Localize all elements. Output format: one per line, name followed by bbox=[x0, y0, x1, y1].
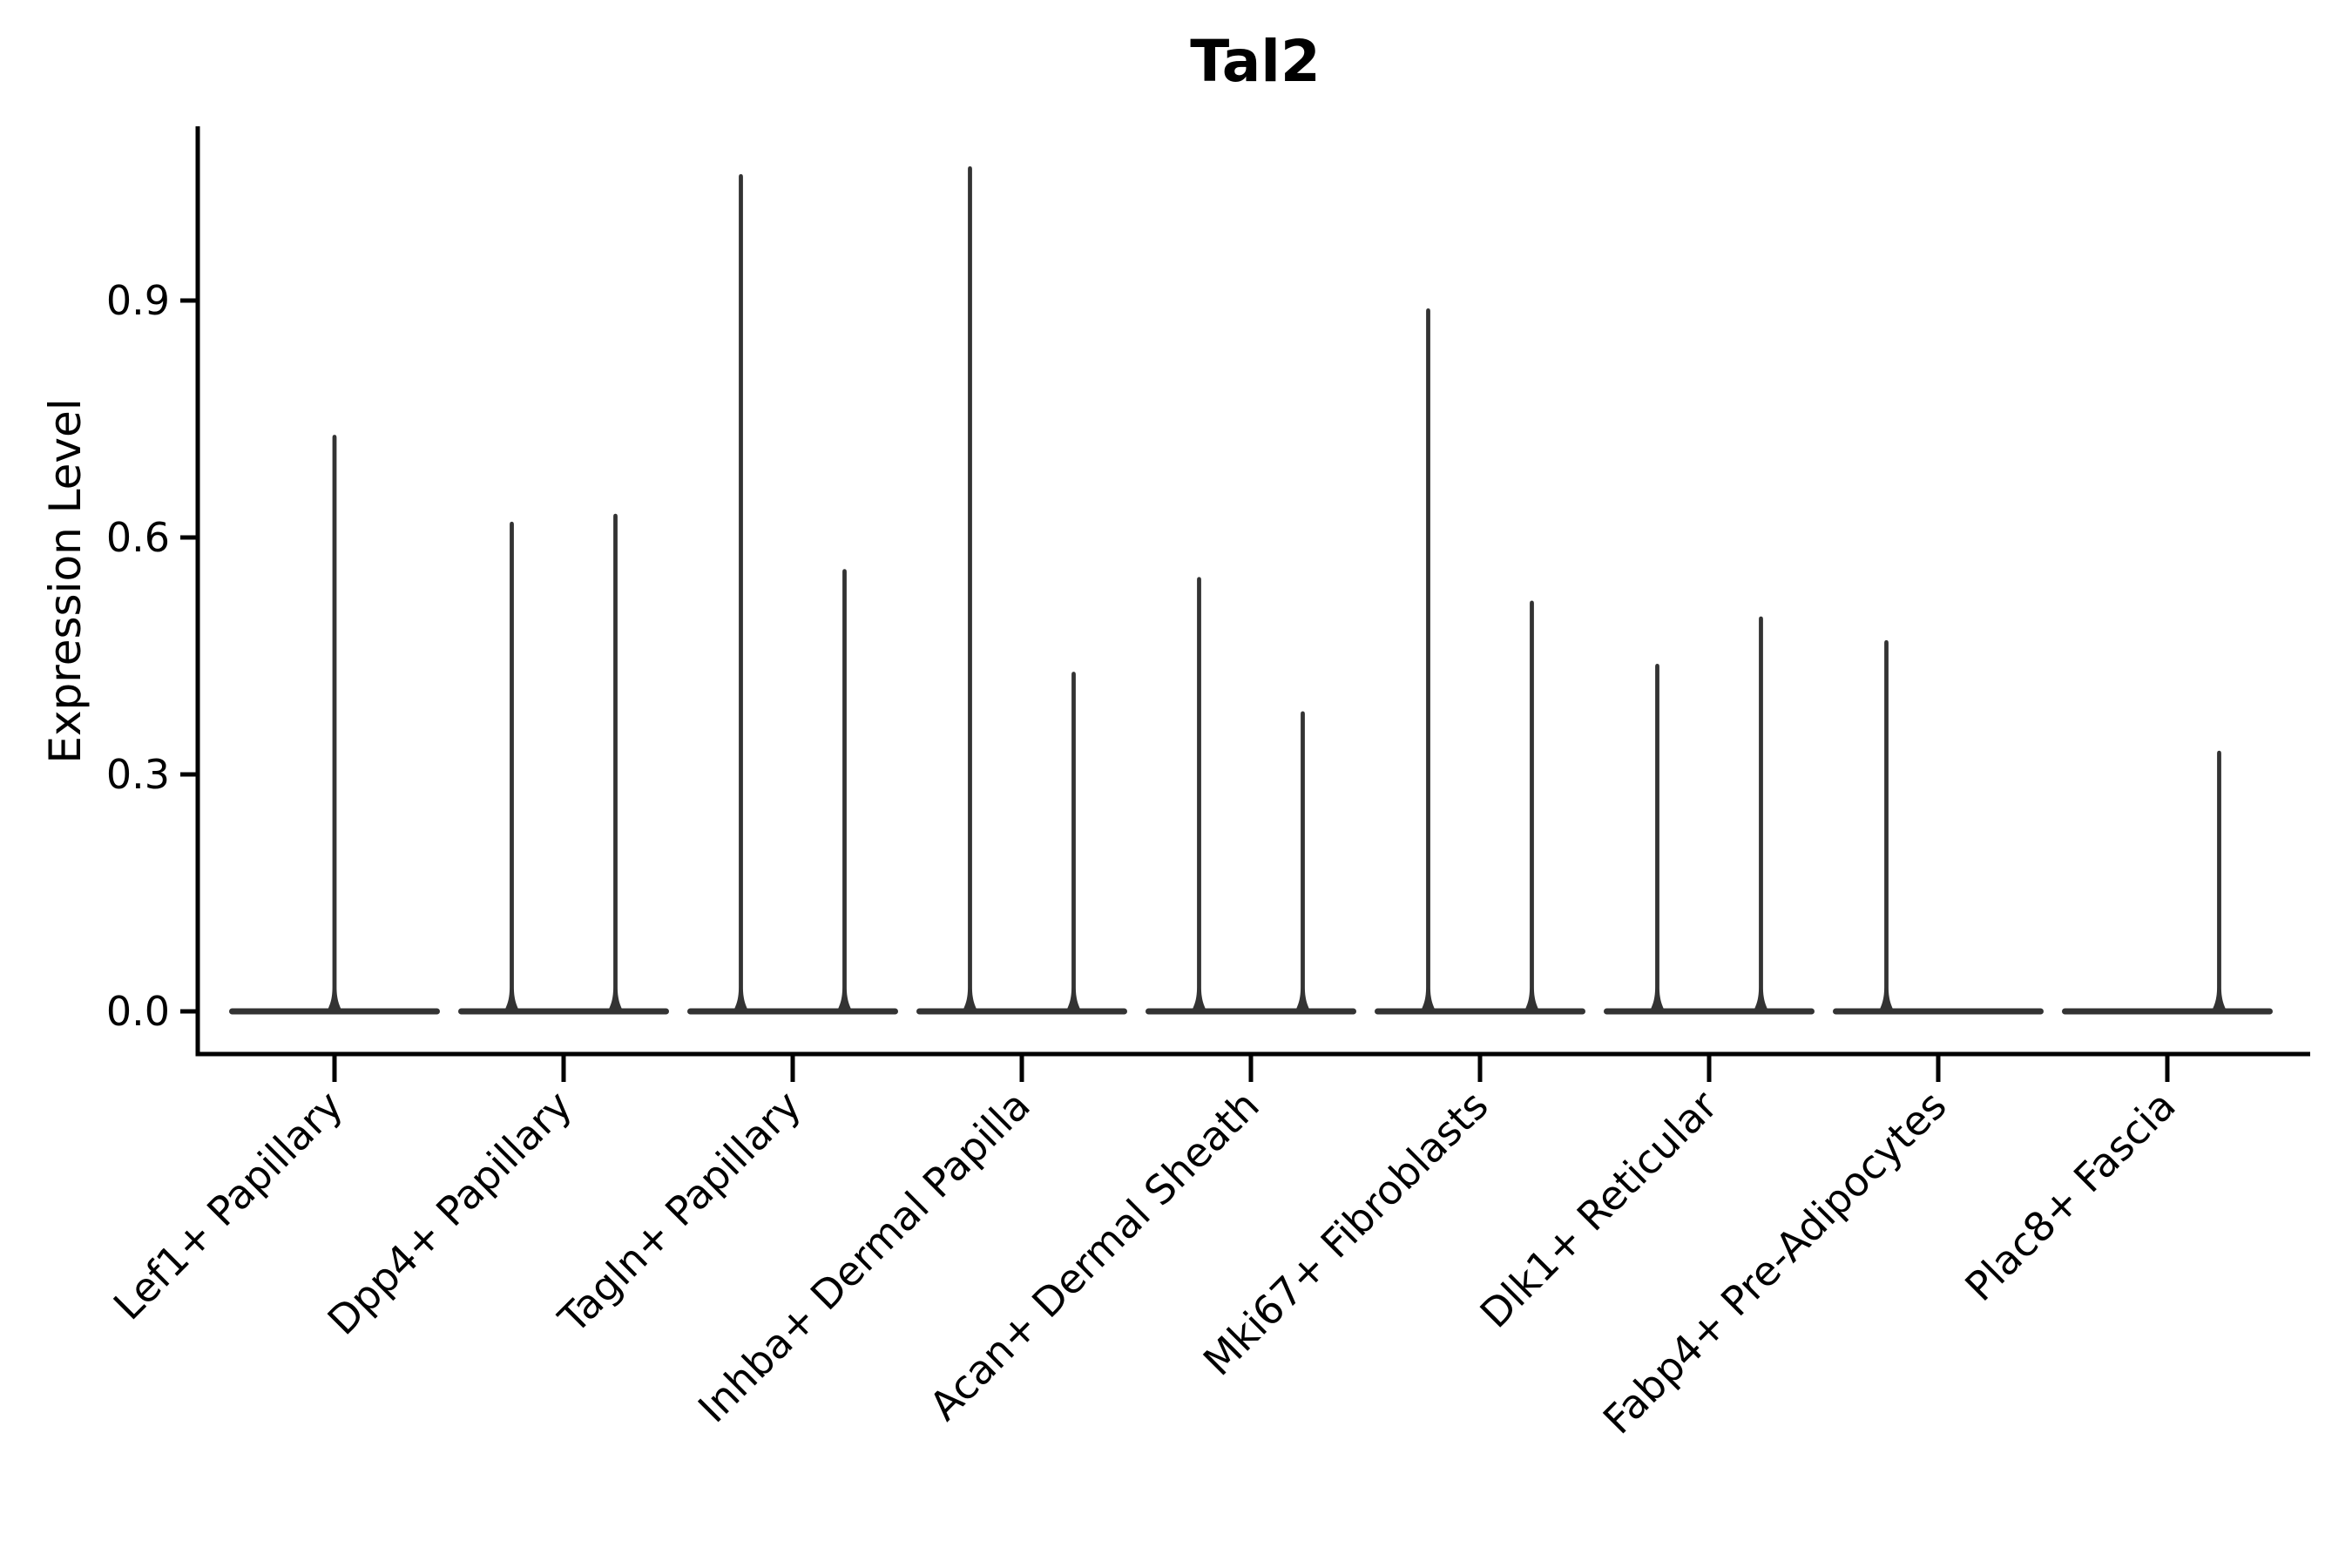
x-category-label: Lef1+ Papillary bbox=[105, 1082, 352, 1329]
violin-spike bbox=[836, 569, 853, 1011]
violin-baseline bbox=[1146, 1008, 1356, 1015]
x-category-label: Plac8+ Fascia bbox=[1956, 1082, 2184, 1310]
y-tick-label: 0.0 bbox=[106, 988, 170, 1035]
x-category-label: Dpp4+ Papillary bbox=[319, 1082, 581, 1344]
y-tick-label: 0.9 bbox=[106, 277, 170, 324]
y-tick-label: 0.6 bbox=[106, 514, 170, 561]
violin-spike bbox=[1294, 711, 1311, 1011]
violin-baseline bbox=[2062, 1008, 2273, 1015]
plot-title: Tal2 bbox=[1190, 28, 1321, 95]
violin-baseline bbox=[1833, 1008, 2044, 1015]
x-category-label: Dlk1+ Reticular bbox=[1471, 1082, 1727, 1337]
violin-spike bbox=[327, 435, 342, 1011]
violin-baseline bbox=[687, 1008, 898, 1015]
violin-baseline bbox=[916, 1008, 1127, 1015]
violin-spike bbox=[733, 173, 749, 1011]
violin-spike bbox=[2211, 750, 2227, 1011]
violin-baseline bbox=[458, 1008, 669, 1015]
violin-spike bbox=[962, 166, 978, 1011]
violin-spike bbox=[1649, 664, 1666, 1011]
x-category-label: Tagln+ Papillary bbox=[549, 1082, 810, 1343]
violin-baseline bbox=[1604, 1008, 1815, 1015]
violin-spike bbox=[607, 513, 624, 1011]
violin-spike bbox=[1753, 616, 1769, 1011]
violin-spike bbox=[1420, 308, 1436, 1011]
violin-baseline bbox=[1375, 1008, 1585, 1015]
violin-spike bbox=[504, 521, 520, 1011]
violin-spike bbox=[1878, 639, 1895, 1011]
violin-spike bbox=[1524, 600, 1540, 1011]
violin-spike bbox=[1065, 672, 1082, 1011]
violin-spike bbox=[1191, 577, 1207, 1011]
y-tick-label: 0.3 bbox=[106, 751, 170, 798]
